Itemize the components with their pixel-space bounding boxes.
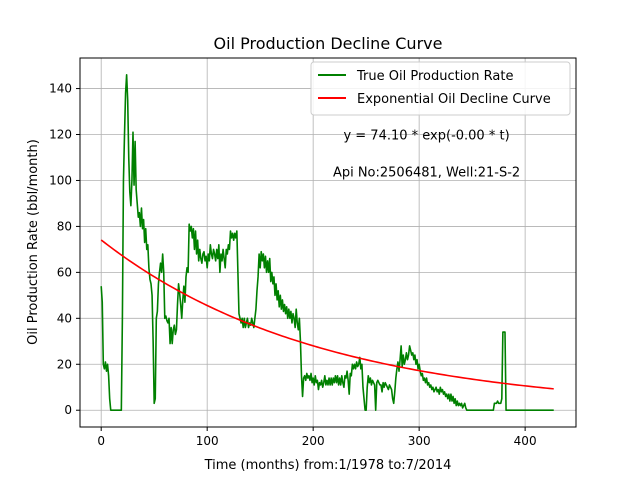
tick-layer: 0 100 200 300 400 0 20 40 60 80 100 120 140 (49, 82, 536, 448)
y-tick-label: 140 (49, 82, 72, 96)
y-tick-label: 0 (64, 403, 72, 417)
y-tick-label: 80 (57, 219, 72, 233)
x-tick-label: 200 (302, 434, 325, 448)
x-tick-label: 100 (196, 434, 219, 448)
true-production-rate-line (100, 73, 554, 412)
x-tick-label: 300 (408, 434, 431, 448)
legend-label-decline-curve: Exponential Oil Decline Curve (357, 92, 551, 107)
grid (80, 58, 576, 427)
legend-box (310, 61, 571, 116)
equation-annotation: y = 74.10 * exp(-0.00 * t) (343, 129, 509, 144)
y-axis-label: Oil Production Rate (bbl/month) (26, 139, 41, 345)
x-tick-label: 400 (514, 434, 537, 448)
y-tick-label: 60 (57, 265, 72, 279)
well-info-annotation: Api No:2506481, Well:21-S-2 (333, 165, 520, 180)
y-tick-label: 20 (57, 357, 72, 371)
x-axis-label: Time (months) from:1/1978 to:7/2014 (204, 458, 452, 473)
x-tick-label: 0 (97, 434, 105, 448)
legend: True Oil Production Rate Exponential Oil… (310, 61, 571, 116)
y-tick-label: 40 (57, 311, 72, 325)
y-tick-label: 120 (49, 128, 72, 142)
plot-frame (79, 57, 577, 428)
chart-title: Oil Production Decline Curve (214, 34, 443, 53)
exponential-decline-curve-line (100, 239, 554, 390)
annotations: y = 74.10 * exp(-0.00 * t) Api No:2506481… (333, 129, 520, 181)
y-tick-label: 100 (49, 173, 72, 187)
legend-label-true-rate: True Oil Production Rate (356, 69, 513, 84)
series-layer (100, 73, 554, 412)
